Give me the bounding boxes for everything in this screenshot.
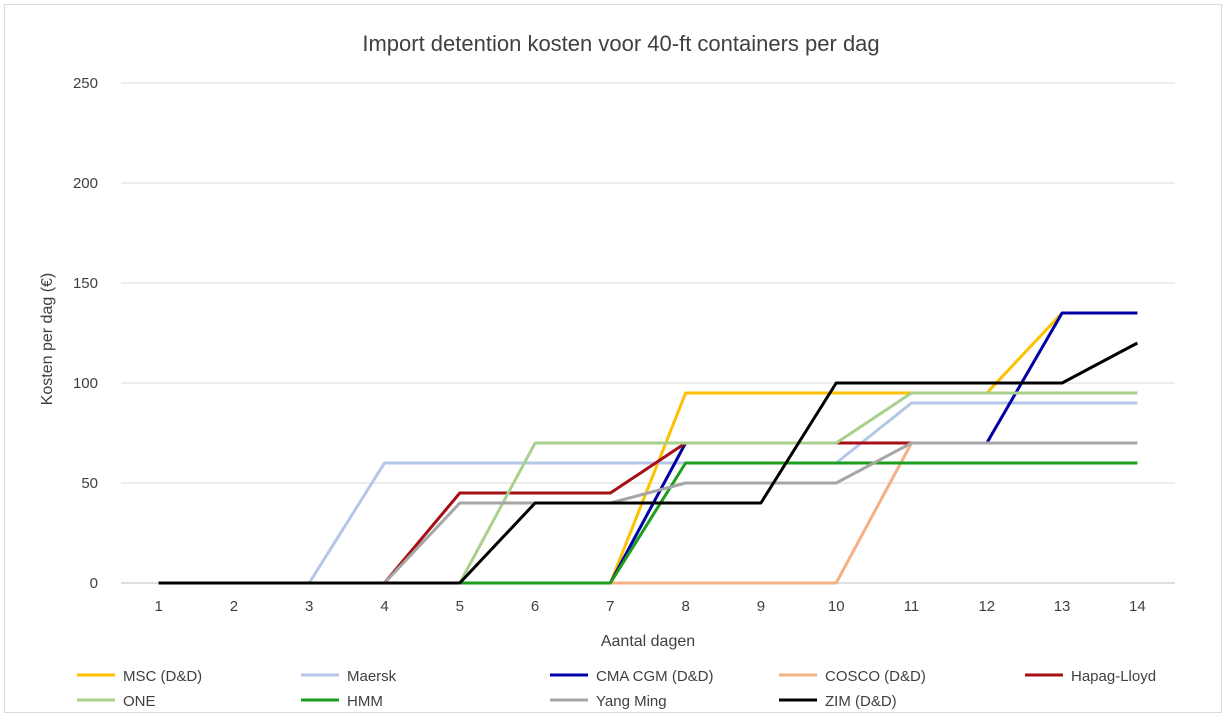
y-axis-ticks: 0 50 100 150 200 250 [73, 75, 98, 592]
x-tick-label: 7 [606, 598, 614, 615]
y-tick-label: 250 [73, 75, 98, 92]
legend-item: MSC (D&D) [77, 668, 202, 685]
y-axis-label: Kosten per dag (€) [39, 273, 56, 406]
x-tick-label: 9 [757, 598, 765, 615]
legend-item: Yang Ming [550, 693, 667, 710]
legend-label: CMA CGM (D&D) [596, 668, 714, 685]
y-tick-label: 0 [90, 575, 98, 592]
legend-label: COSCO (D&D) [825, 668, 926, 685]
x-tick-label: 5 [456, 598, 464, 615]
x-axis-label: Aantal dagen [601, 633, 695, 650]
series-lines [159, 313, 1138, 583]
chart-title: Import detention kosten voor 40-ft conta… [362, 31, 879, 56]
x-tick-label: 14 [1129, 598, 1146, 615]
legend-item: HMM [301, 693, 383, 710]
x-tick-label: 2 [230, 598, 238, 615]
legend-item: ONE [77, 693, 156, 710]
y-tick-label: 200 [73, 175, 98, 192]
series-2 [159, 313, 1138, 583]
x-tick-label: 4 [380, 598, 388, 615]
series-line [159, 463, 1138, 583]
x-tick-label: 3 [305, 598, 313, 615]
y-tick-label: 100 [73, 375, 98, 392]
legend-label: Maersk [347, 668, 397, 685]
series-line [159, 313, 1138, 583]
grid-lines [121, 83, 1175, 583]
legend: MSC (D&D) Maersk CMA CGM (D&D) COSCO (D&D) H… [77, 668, 1156, 710]
y-tick-label: 150 [73, 275, 98, 292]
legend-label: ONE [123, 693, 156, 710]
legend-label: ZIM (D&D) [825, 693, 897, 710]
series-line [987, 313, 1138, 443]
x-tick-label: 10 [828, 598, 845, 615]
x-tick-label: 11 [904, 598, 920, 615]
legend-item: Maersk [301, 668, 397, 685]
x-tick-label: 1 [154, 598, 162, 615]
series-0 [159, 313, 1138, 583]
legend-label: HMM [347, 693, 383, 710]
legend-item: ZIM (D&D) [779, 693, 897, 710]
legend-item: COSCO (D&D) [779, 668, 926, 685]
legend-label: Yang Ming [596, 693, 667, 710]
x-tick-label: 13 [1054, 598, 1071, 615]
series-6 [159, 463, 1138, 583]
x-tick-label: 8 [681, 598, 689, 615]
x-tick-label: 6 [531, 598, 539, 615]
x-tick-label: 12 [978, 598, 995, 615]
legend-item: Hapag-Lloyd [1025, 668, 1156, 685]
legend-label: Hapag-Lloyd [1071, 668, 1156, 685]
chart-frame: Import detention kosten voor 40-ft conta… [4, 4, 1222, 713]
legend-label: MSC (D&D) [123, 668, 202, 685]
y-tick-label: 50 [81, 475, 98, 492]
line-chart: Import detention kosten voor 40-ft conta… [5, 5, 1223, 714]
legend-item: CMA CGM (D&D) [550, 668, 714, 685]
